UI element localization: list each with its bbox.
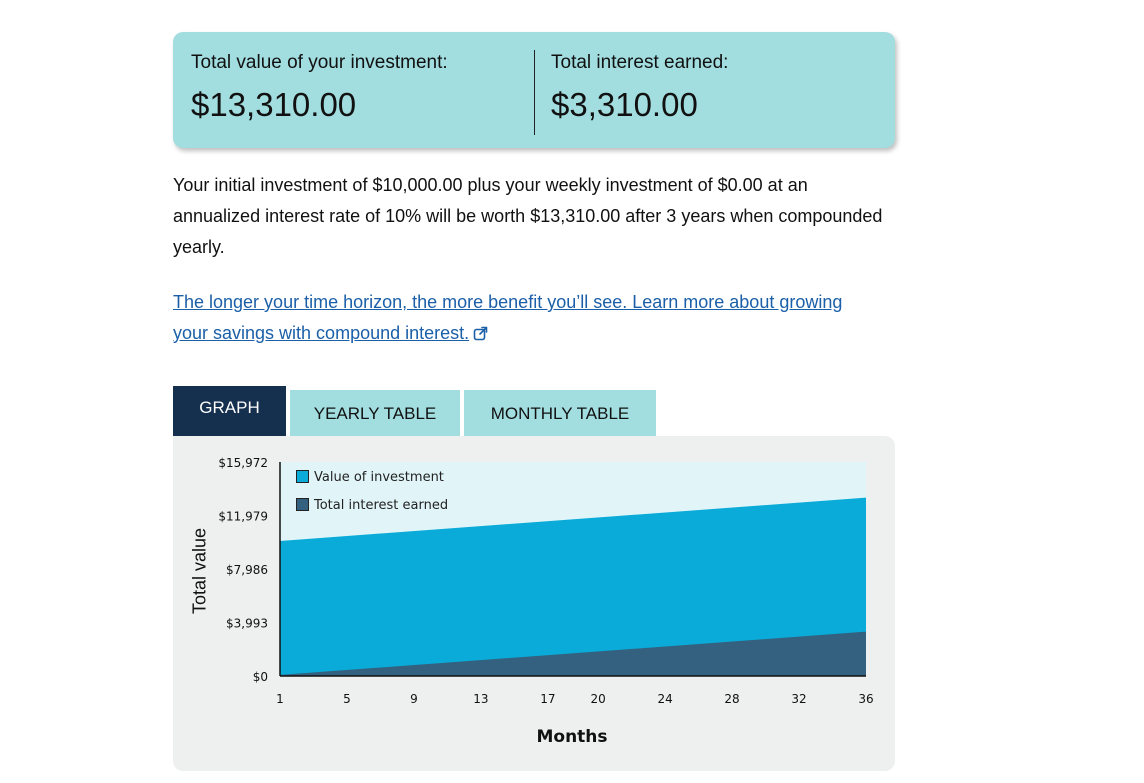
x-tick-label: 1 xyxy=(276,692,284,706)
total-value-section: Total value of your investment: $13,310.… xyxy=(191,32,531,148)
legend-item-interest: Total interest earned xyxy=(296,498,448,513)
total-interest-area xyxy=(280,631,866,676)
interest-earned-amount: $3,310.00 xyxy=(551,86,698,123)
summary-divider xyxy=(534,50,535,135)
x-tick-label: 13 xyxy=(473,692,488,706)
legend-label-interest: Total interest earned xyxy=(314,498,449,513)
x-tick-label: 17 xyxy=(540,692,555,706)
interest-section: Total interest earned: $3,310.00 xyxy=(551,32,881,148)
x-tick-label: 20 xyxy=(590,692,605,706)
learn-more-text[interactable]: The longer your time horizon, the more b… xyxy=(173,292,843,343)
value-of-investment-area xyxy=(280,497,866,676)
x-axis-title: Months xyxy=(536,727,608,747)
legend-swatch-interest xyxy=(296,498,309,511)
y-tick-label: $0 xyxy=(253,670,268,684)
results-summary-card: Total value of your investment: $13,310.… xyxy=(173,32,895,148)
legend-swatch-value xyxy=(296,470,309,483)
y-tick-label: $3,993 xyxy=(226,617,268,631)
result-description: Your initial investment of $10,000.00 pl… xyxy=(173,175,883,257)
tab-yearly-table[interactable]: YEARLY TABLE xyxy=(290,390,460,438)
external-link-icon xyxy=(473,320,488,351)
x-tick-label: 9 xyxy=(410,692,418,706)
x-tick-label: 5 xyxy=(343,692,351,706)
total-value-amount: $13,310.00 xyxy=(191,86,357,123)
total-value-label: Total value of your investment: xyxy=(191,52,448,73)
y-axis-title: Total value xyxy=(189,527,210,615)
x-tick-label: 24 xyxy=(657,692,672,706)
legend-label-value: Value of investment xyxy=(314,470,444,485)
y-tick-label: $7,986 xyxy=(226,563,268,577)
y-tick-label: $15,972 xyxy=(218,456,268,470)
x-tick-label: 32 xyxy=(791,692,806,706)
interest-earned-label: Total interest earned: xyxy=(551,52,729,73)
x-tick-label: 36 xyxy=(858,692,873,706)
tab-monthly-table[interactable]: MONTHLY TABLE xyxy=(464,390,656,438)
x-tick-label: 28 xyxy=(724,692,739,706)
tab-graph[interactable]: GRAPH xyxy=(173,386,286,438)
y-tick-label: $11,979 xyxy=(218,510,268,524)
learn-more-link[interactable]: The longer your time horizon, the more b… xyxy=(173,287,873,351)
legend-item-value: Value of investment xyxy=(296,470,444,485)
